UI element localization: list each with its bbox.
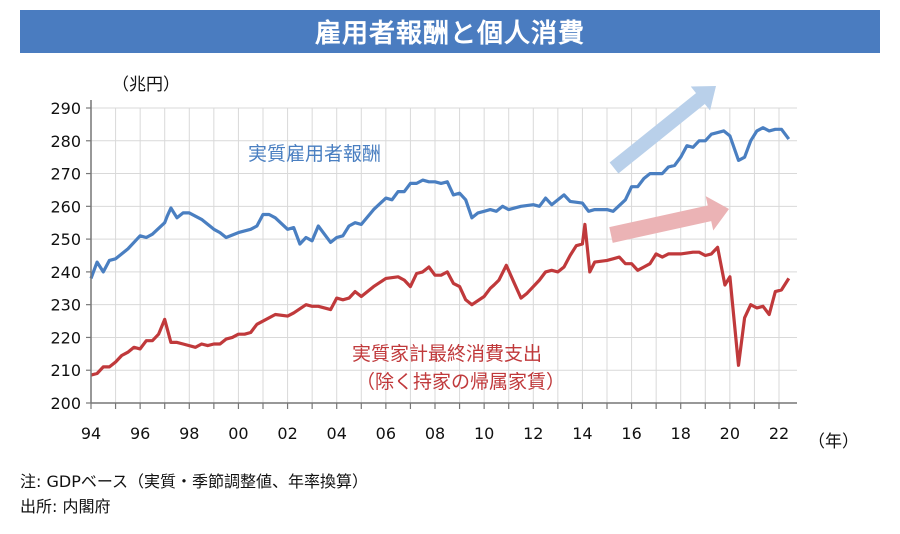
x-tick-label: 96 [130, 424, 150, 443]
y-tick-label: 220 [50, 328, 81, 347]
x-tick-label: 20 [720, 424, 740, 443]
note-basis: 注: GDPベース（実質・季節調整値、年率換算） [20, 472, 369, 491]
grid [91, 107, 797, 403]
y-tick-label: 230 [50, 296, 81, 315]
series-lines [89, 126, 791, 377]
x-tick-label: 18 [671, 424, 691, 443]
consumption-label: 実質家計最終消費支出 [352, 343, 542, 365]
x-tick-label: 98 [179, 424, 199, 443]
x-axis-unit: （年） [808, 432, 859, 452]
up-trend-arrow-blue [609, 86, 716, 174]
x-tick-label: 12 [523, 424, 543, 443]
x-tick-label: 10 [474, 424, 494, 443]
y-tick-label: 260 [50, 197, 81, 216]
x-tick-label: 14 [572, 424, 592, 443]
x-tick-label: 94 [81, 424, 101, 443]
x-tick-label: 16 [621, 424, 641, 443]
y-tick-label: 280 [50, 132, 81, 151]
x-tick-label: 04 [327, 424, 347, 443]
axes: 200 210 220 230 240 250 260 270 280 290 94 96 98 00 02… [50, 99, 797, 443]
series-line-compensation [89, 126, 791, 279]
x-tick-label: 06 [376, 424, 396, 443]
x-tick-label: 22 [769, 424, 789, 443]
x-tick-label: 08 [425, 424, 445, 443]
y-tick-label: 210 [50, 361, 81, 380]
compensation-label: 実質雇用者報酬 [248, 143, 381, 165]
note-source: 出所: 内閣府 [20, 497, 111, 516]
y-tick-label: 250 [50, 230, 81, 249]
consumption-sublabel: （除く持家の帰属家賃） [356, 371, 565, 393]
series-line-consumption [90, 222, 791, 377]
trend-arrow-red [609, 196, 729, 243]
y-tick-label: 200 [50, 394, 81, 413]
y-tick-label: 290 [50, 99, 81, 118]
y-tick-label: 240 [50, 263, 81, 282]
x-tick-label: 02 [277, 424, 297, 443]
y-tick-label: 270 [50, 165, 81, 184]
trend-arrows [609, 86, 729, 243]
chart-title: 雇用者報酬と個人消費 [20, 10, 880, 53]
y-axis-unit: （兆円） [112, 75, 180, 95]
x-tick-label: 00 [228, 424, 248, 443]
